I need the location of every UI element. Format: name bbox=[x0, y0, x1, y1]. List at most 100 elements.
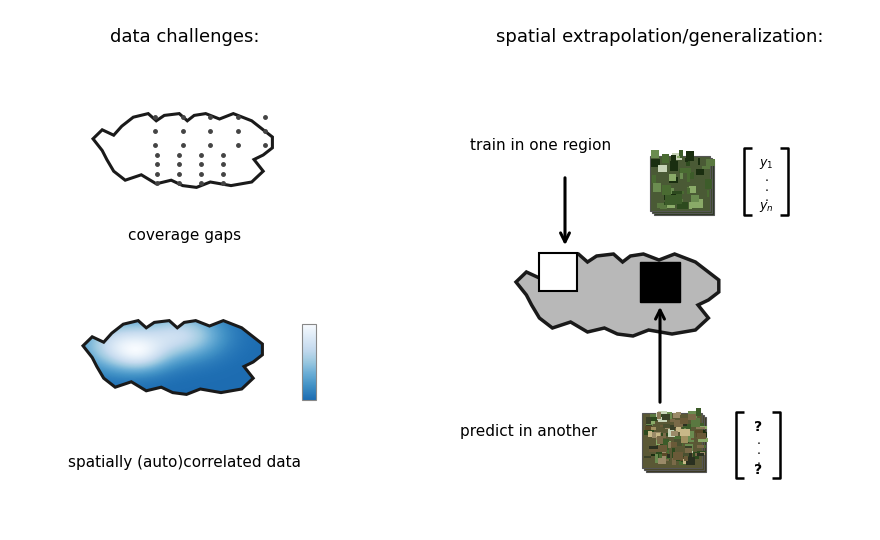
Bar bbox=[667, 201, 675, 207]
Bar bbox=[691, 438, 693, 441]
Bar bbox=[688, 411, 697, 420]
Bar bbox=[656, 433, 668, 436]
Bar bbox=[668, 429, 676, 437]
Bar bbox=[662, 185, 671, 195]
Bar bbox=[672, 153, 682, 160]
Bar bbox=[646, 424, 653, 428]
Bar bbox=[681, 421, 687, 426]
Bar bbox=[656, 451, 664, 460]
Bar bbox=[656, 436, 664, 444]
Bar bbox=[657, 411, 666, 422]
Bar bbox=[681, 433, 689, 443]
Text: coverage gaps: coverage gaps bbox=[128, 228, 242, 243]
Bar bbox=[693, 452, 699, 459]
Bar bbox=[684, 428, 686, 436]
Text: $\cdot$: $\cdot$ bbox=[756, 436, 760, 449]
Bar bbox=[658, 420, 665, 422]
Bar bbox=[689, 172, 693, 179]
Bar bbox=[688, 414, 693, 417]
Bar bbox=[670, 177, 678, 183]
Bar bbox=[656, 411, 661, 419]
Bar bbox=[677, 156, 680, 158]
Bar bbox=[694, 453, 704, 456]
Bar bbox=[663, 453, 668, 456]
Bar bbox=[649, 417, 657, 421]
Bar bbox=[688, 414, 696, 420]
Bar bbox=[658, 454, 671, 459]
Bar bbox=[656, 413, 661, 417]
Bar bbox=[696, 170, 704, 175]
Bar bbox=[691, 195, 699, 202]
Bar bbox=[668, 441, 671, 448]
Bar bbox=[646, 416, 706, 471]
Bar bbox=[678, 150, 683, 158]
Bar bbox=[660, 203, 667, 208]
Bar bbox=[674, 426, 681, 432]
Bar bbox=[707, 190, 709, 198]
Bar bbox=[680, 168, 691, 173]
Bar bbox=[697, 446, 704, 448]
Bar bbox=[695, 430, 703, 433]
Bar bbox=[656, 434, 659, 446]
Bar bbox=[686, 161, 690, 166]
Bar bbox=[656, 436, 662, 440]
Bar bbox=[659, 414, 670, 417]
Bar bbox=[700, 452, 705, 455]
Bar bbox=[685, 444, 693, 451]
Bar bbox=[539, 253, 577, 291]
Bar bbox=[657, 444, 667, 452]
Bar bbox=[697, 423, 704, 426]
Bar bbox=[644, 426, 653, 430]
Bar bbox=[664, 202, 669, 206]
Bar bbox=[671, 431, 678, 436]
Bar bbox=[649, 446, 657, 449]
Bar bbox=[686, 457, 695, 465]
Bar bbox=[674, 436, 683, 446]
Bar bbox=[651, 454, 656, 456]
Bar bbox=[691, 418, 700, 427]
Bar bbox=[673, 420, 683, 427]
Text: predict in another: predict in another bbox=[460, 424, 598, 439]
Bar bbox=[684, 459, 686, 464]
Bar bbox=[663, 434, 665, 438]
Bar bbox=[670, 426, 681, 430]
Bar bbox=[657, 203, 665, 208]
Bar bbox=[677, 199, 683, 204]
Bar bbox=[663, 460, 670, 462]
Bar bbox=[664, 194, 676, 200]
Bar bbox=[674, 457, 684, 461]
Bar bbox=[653, 160, 659, 166]
Bar bbox=[671, 154, 676, 163]
Bar bbox=[640, 262, 680, 302]
Bar bbox=[651, 427, 656, 430]
Bar bbox=[651, 151, 659, 158]
Bar bbox=[679, 418, 688, 423]
Text: $y_1$: $y_1$ bbox=[759, 157, 774, 171]
Bar bbox=[670, 419, 674, 422]
Bar bbox=[662, 452, 665, 459]
Text: $\cdot$: $\cdot$ bbox=[756, 456, 760, 469]
Bar bbox=[656, 413, 663, 420]
Bar bbox=[662, 154, 669, 163]
Bar bbox=[676, 191, 684, 194]
Bar bbox=[687, 450, 693, 453]
Bar bbox=[689, 186, 696, 193]
Bar bbox=[652, 431, 661, 438]
Text: $\cdot$: $\cdot$ bbox=[764, 183, 768, 196]
Bar bbox=[705, 179, 712, 189]
Text: ?: ? bbox=[754, 420, 762, 434]
Bar bbox=[665, 425, 671, 429]
Bar bbox=[664, 194, 676, 205]
Bar bbox=[648, 417, 656, 424]
Bar bbox=[643, 456, 650, 458]
Bar bbox=[696, 434, 706, 437]
Bar bbox=[681, 435, 687, 443]
Text: $\cdot$: $\cdot$ bbox=[764, 173, 768, 186]
Bar bbox=[646, 424, 652, 428]
Bar bbox=[663, 414, 671, 420]
Bar bbox=[697, 433, 706, 438]
Bar bbox=[672, 191, 682, 197]
Text: spatially (auto)correlated data: spatially (auto)correlated data bbox=[69, 455, 302, 470]
Bar bbox=[672, 458, 676, 465]
Bar bbox=[685, 431, 694, 442]
